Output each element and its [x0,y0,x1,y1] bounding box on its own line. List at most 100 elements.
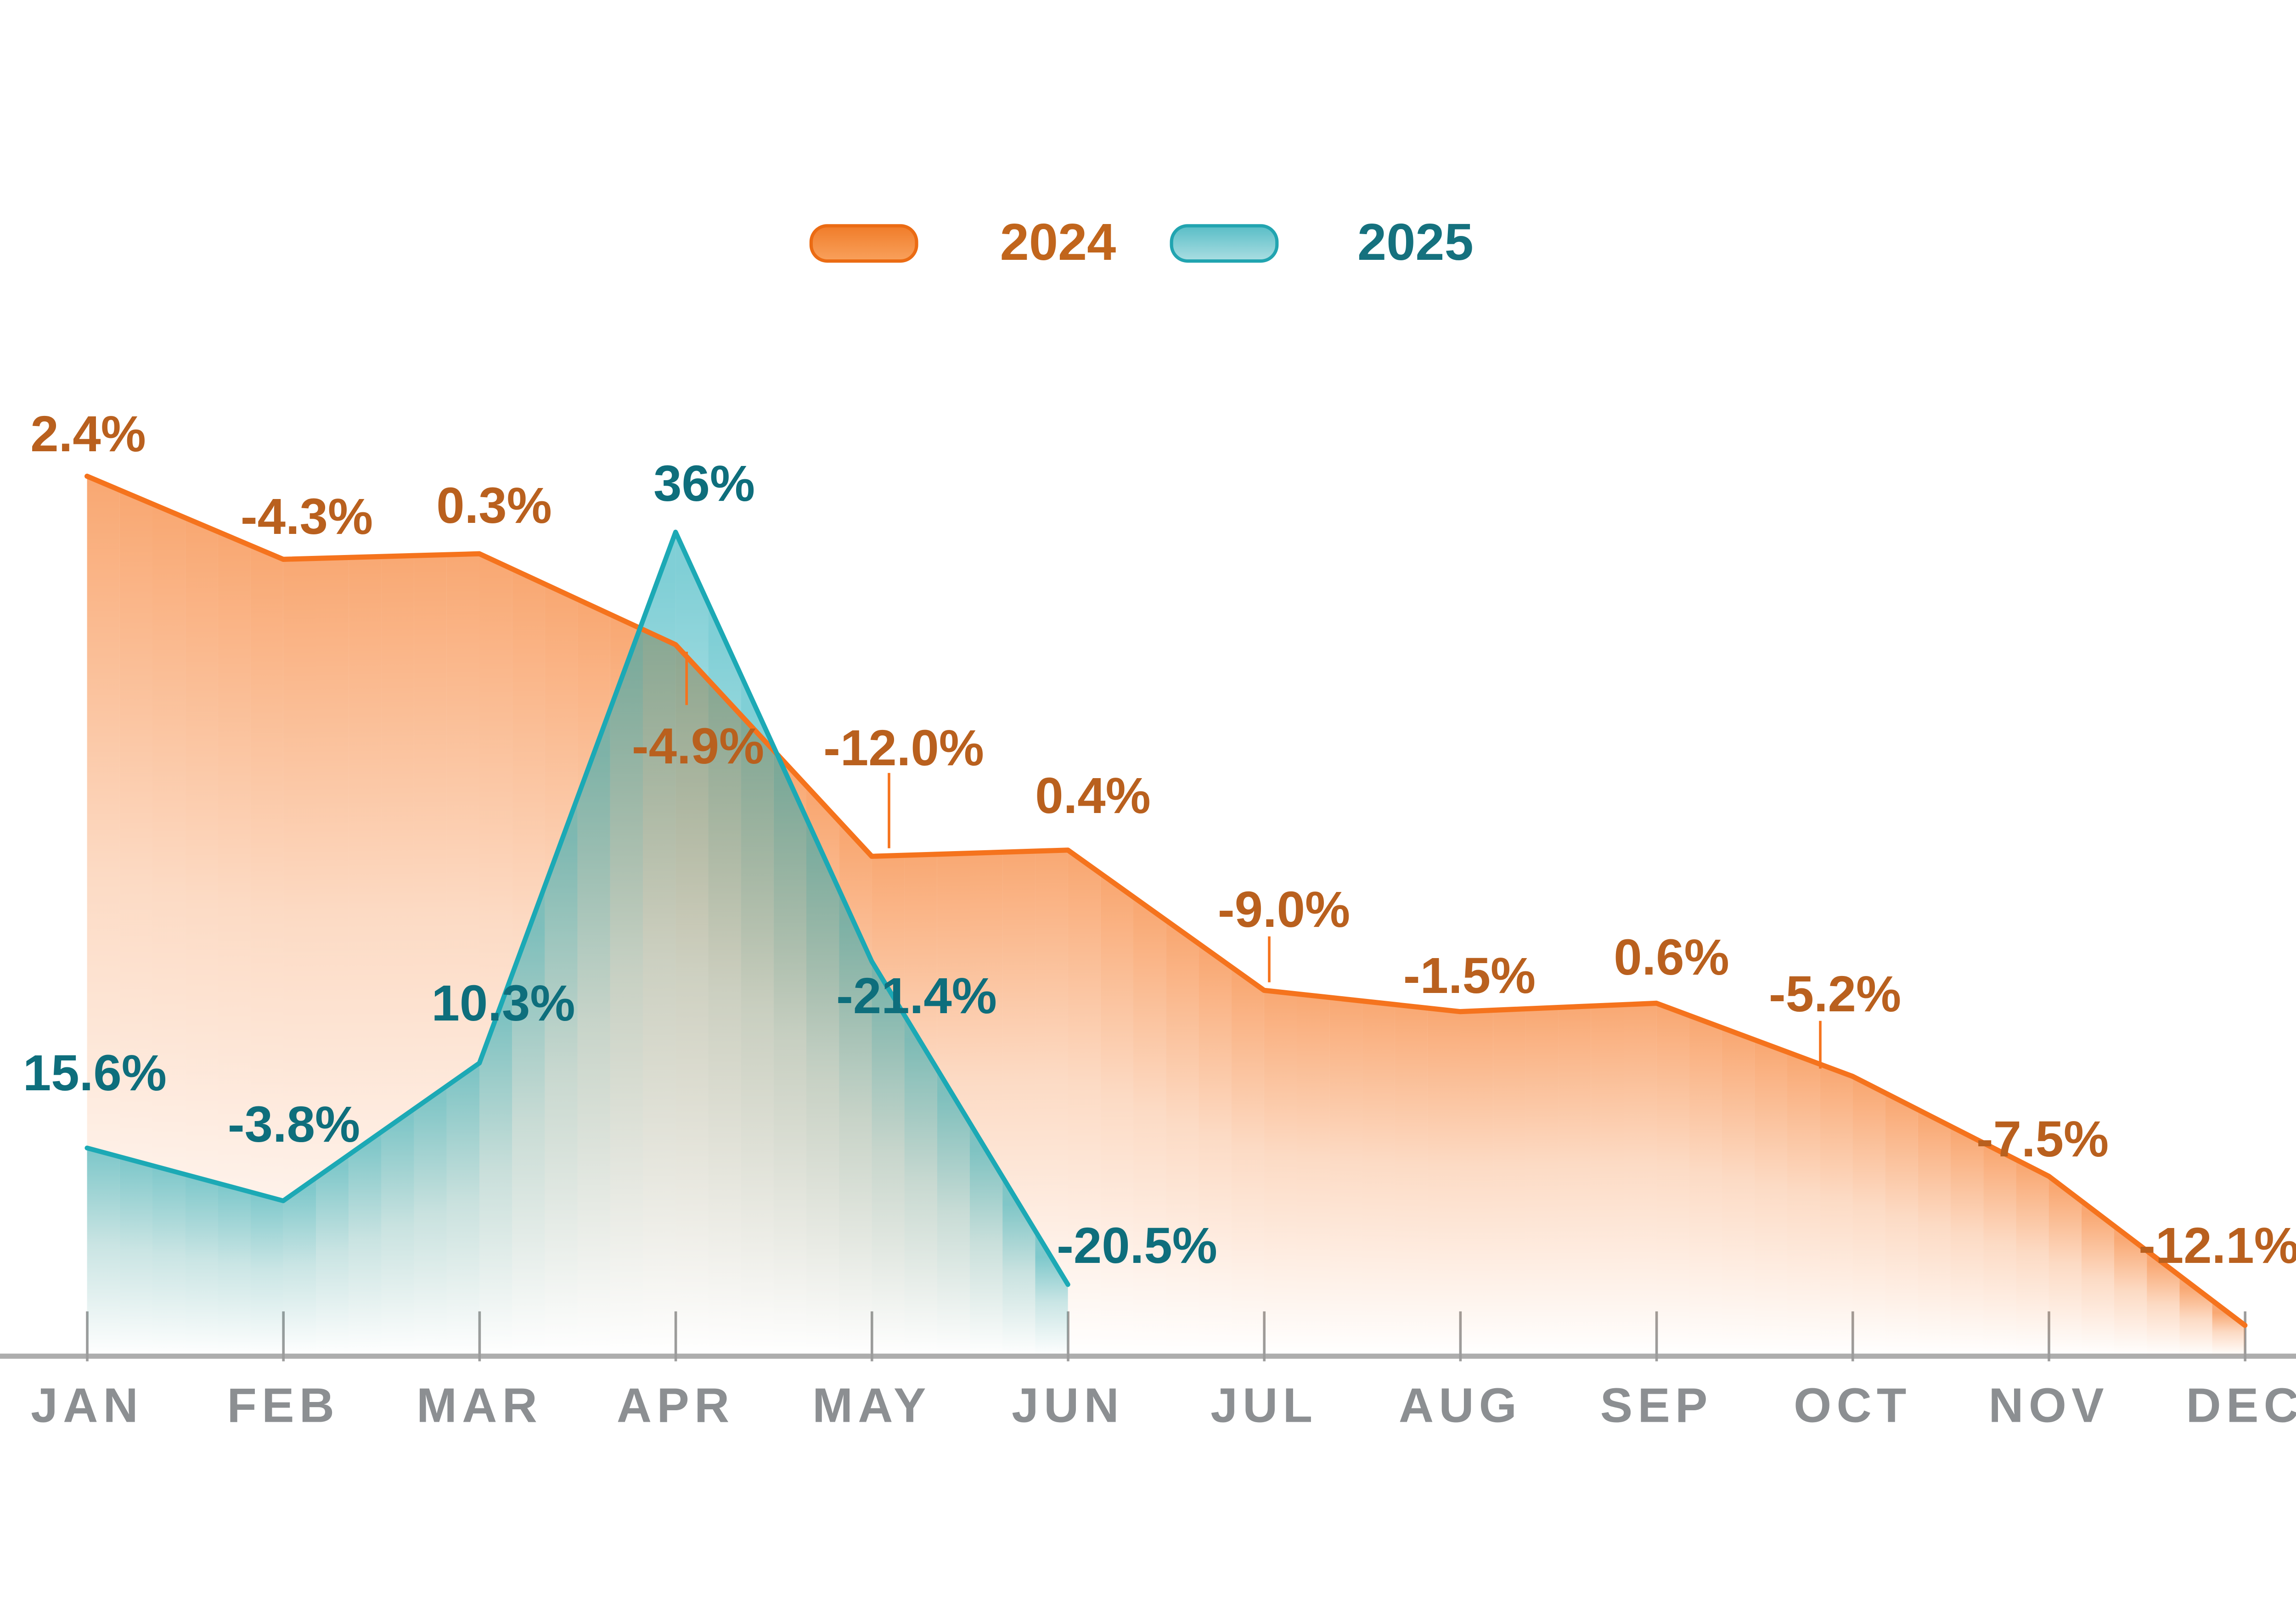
area-strip [1264,990,1297,1357]
area-strip [250,1192,283,1357]
area-strip [1918,1110,1951,1357]
month-label-jul: JUL [1210,1378,1317,1432]
area-strip [610,620,643,1357]
axis-tick-dec [2244,1311,2246,1362]
value-label-2024-jul: -9.0% [1218,881,1350,938]
area-strip [577,709,610,1357]
area-strip [218,532,251,1357]
area-strip [1558,1006,1591,1357]
area-strip [185,1174,218,1357]
area-strip [119,1156,152,1357]
area-strip [283,1178,316,1357]
area-strip [479,974,512,1357]
value-label-2025-feb: -3.8% [228,1096,360,1153]
area-strip [545,797,578,1357]
area-strip [1787,1052,1820,1357]
value-label-2024-oct: -5.2% [1769,966,1901,1022]
area-strip [708,603,741,1357]
area-strip [1133,897,1166,1357]
area-strip [937,1069,970,1357]
area-strip [185,517,218,1357]
value-label-2024-aug: -1.5% [1403,948,1536,1004]
area-strip [119,490,152,1357]
area-strip [87,476,120,1357]
area-strip [643,532,676,1357]
area-strip [2081,1201,2114,1357]
area-strip [1035,850,1068,1357]
area-strip [872,961,905,1357]
area-strip [414,1086,447,1357]
value-label-2024-sep: 0.6% [1614,929,1729,986]
area-strip [316,1155,349,1357]
area-strip [675,532,709,1357]
month-label-sep: SEP [1600,1378,1713,1432]
month-label-dec: DEC [2186,1378,2296,1432]
area-strip [1983,1143,2016,1357]
area-strip [316,557,349,1357]
area-strip [1035,1230,1068,1357]
value-label-2024-apr: -4.9% [632,718,764,774]
area-strip [904,1015,937,1357]
area-strip [1754,1040,1787,1357]
month-label-mar: MAR [416,1378,542,1432]
area-strip [218,1183,251,1357]
value-label-2024-mar: 0.3% [436,477,552,534]
area-strip [446,1063,479,1357]
area-strip [2048,1176,2082,1357]
value-label-2025-apr: 36% [653,455,755,512]
area-strip [1722,1027,1755,1357]
area-strip [1656,1003,1689,1357]
area-strip [1820,1064,1853,1357]
area-strip [152,1166,186,1357]
legend-label-2024: 2024 [1000,213,1116,271]
area-strip [773,746,806,1357]
area-strip [2016,1159,2049,1357]
area-strip [1068,850,1101,1357]
value-label-2024-nov: -7.5% [1976,1111,2109,1167]
area-strip [2212,1300,2245,1357]
area-strip [1231,967,1264,1357]
value-label-2025-mar: 10.3% [431,975,575,1032]
area-strip [1591,1004,1624,1357]
month-label-nov: NOV [1988,1378,2109,1432]
legend-label-2025: 2025 [1357,213,1474,271]
area-strip [839,890,872,1357]
area-strip [1852,1076,1885,1357]
area-strip [1199,943,1232,1357]
area-strip [381,1109,414,1357]
area-strip [1100,873,1133,1357]
area-strip [1166,920,1199,1357]
area-strip [1460,1010,1493,1357]
area-strip [1951,1126,1984,1357]
legend: 2024 2025 [809,213,1474,271]
x-axis: JAN FEB MAR APR MAY JUN JUL AUG SEP OCT NOV DEC [0,1311,2296,1432]
value-label-2024-jun: 0.4% [1035,768,1151,824]
area-strip [1427,1008,1460,1357]
area-strip [1362,1001,1395,1357]
value-label-2024-feb: -4.3% [241,488,373,545]
area-strip [806,818,839,1357]
area-strip [1329,997,1362,1357]
month-label-jun: JUN [1012,1378,1124,1432]
area-strip [512,886,545,1357]
value-labels: 2.4% -4.3% 0.3% -4.9% -12.0% 0.4% -9.0% -1.5% 0.… [23,406,2296,1274]
value-label-2024-jan: 2.4% [30,406,146,462]
leader-lines [685,651,1822,1069]
legend-swatch-2024 [809,224,918,263]
area-strip [1525,1007,1559,1357]
month-label-aug: AUG [1399,1378,1522,1432]
area-strip [87,1148,120,1357]
area-strip [2114,1226,2147,1357]
series-line-2024 [84,473,2248,1328]
area-strip [2147,1251,2180,1357]
series-line-2025 [84,529,1070,1287]
area-strip [283,558,316,1357]
area-strip [1689,1015,1722,1357]
month-label-apr: APR [617,1378,735,1432]
value-label-2025-jun: -20.5% [1057,1217,1217,1274]
legend-swatch-2025 [1170,224,1279,263]
month-label-oct: OCT [1794,1378,1912,1432]
area-strip [152,504,186,1357]
area-strip [250,545,283,1357]
